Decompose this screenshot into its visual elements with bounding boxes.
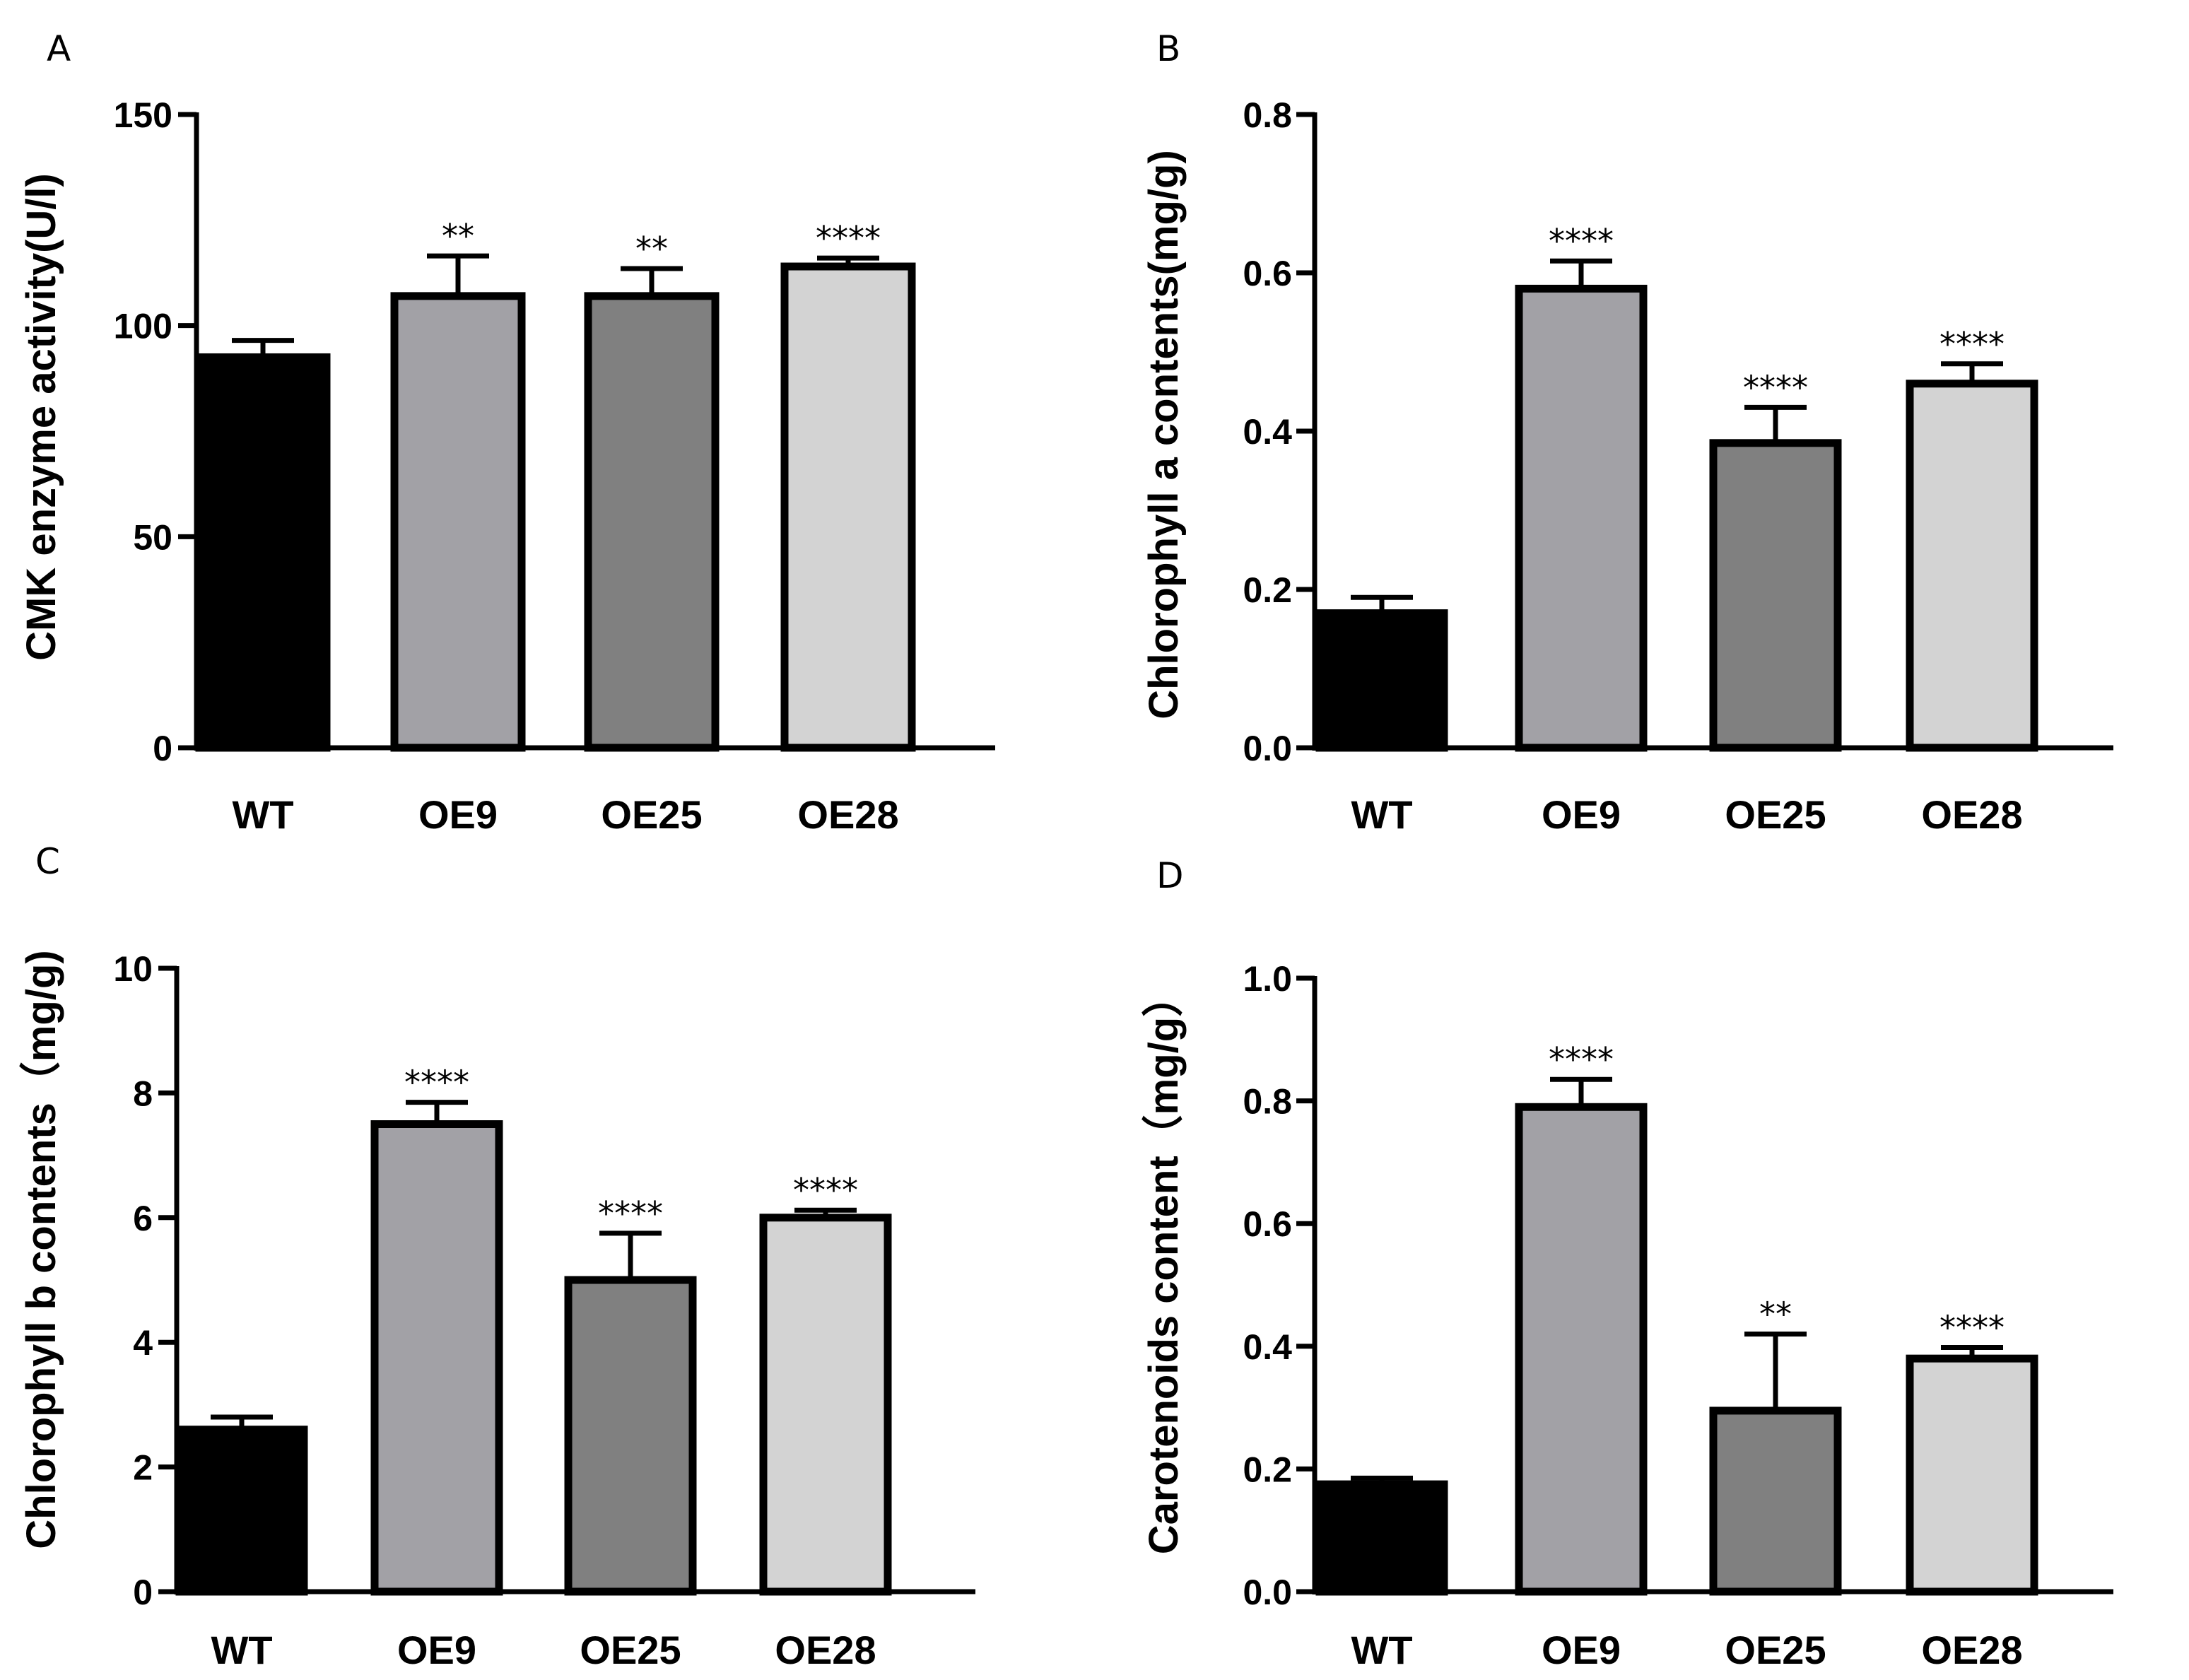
significance-label: **** — [598, 1194, 663, 1233]
bar-oe9 — [1515, 284, 1648, 752]
x-tick-label: WT — [211, 1628, 272, 1672]
x-tick-label: WT — [232, 792, 293, 837]
bar-oe9 — [1515, 1103, 1648, 1596]
chart-a: WT ** OE9 ** OE25 **** OE28 0 50 100 150 — [114, 95, 995, 837]
panel-letter: C — [35, 841, 60, 882]
bar-oe25 — [1709, 1406, 1842, 1596]
x-tick-label: OE9 — [1542, 1628, 1621, 1672]
y-tick-label: 0.2 — [1243, 570, 1292, 610]
y-tick-label: 50 — [133, 517, 172, 557]
y-tick-label: 0.2 — [1243, 1450, 1292, 1489]
significance-label: ** — [635, 230, 668, 268]
bar-oe25 — [564, 1276, 697, 1596]
y-tick-label: 1.0 — [1243, 959, 1292, 999]
significance-label: ** — [442, 217, 474, 255]
panel-letter: D — [1156, 855, 1184, 896]
bar-wt — [195, 353, 331, 752]
y-tick-label: 0.4 — [1243, 1327, 1292, 1367]
y-tick-label: 0.8 — [1243, 1082, 1292, 1122]
y-tick-label: 150 — [114, 95, 172, 135]
significance-label: **** — [1939, 325, 2005, 363]
chart-c: WT **** OE9 **** OE25 **** OE28 0 2 4 6 8 10 — [113, 949, 975, 1672]
bar-wt — [1315, 609, 1448, 752]
y-tick-label: 0.0 — [1243, 729, 1292, 768]
y-axis-label: CMK enzyme activity(U/l) — [18, 173, 64, 661]
y-tick-label: 0.6 — [1243, 1204, 1292, 1244]
y-tick-label: 100 — [114, 307, 172, 346]
chart-b: WT **** OE9 **** OE25 **** OE28 0.0 0.2 0.4 0.6 0.8 — [1243, 95, 2113, 837]
y-tick-label: 0 — [153, 729, 172, 768]
y-tick-label: 0.4 — [1243, 412, 1292, 452]
panel-letter: B — [1156, 28, 1180, 69]
significance-label: **** — [1549, 1040, 1614, 1079]
panel-d: D Carotenoids content（mg/g） WT **** OE9 ** O… — [1141, 855, 2113, 1672]
x-tick-label: WT — [1351, 792, 1412, 837]
x-tick-label: OE9 — [397, 1628, 476, 1672]
significance-label: **** — [793, 1171, 858, 1209]
bar-oe25 — [1709, 439, 1842, 752]
significance-label: **** — [1549, 222, 1614, 260]
significance-label: **** — [1743, 368, 1808, 406]
bar-wt — [175, 1426, 308, 1596]
x-tick-label: OE25 — [580, 1628, 681, 1672]
x-tick-label: OE28 — [797, 792, 898, 837]
x-tick-label: OE25 — [1725, 792, 1826, 837]
y-tick-label: 10 — [113, 949, 153, 989]
x-tick-label: OE25 — [1725, 1628, 1826, 1672]
x-tick-label: OE25 — [601, 792, 702, 837]
bar-oe28 — [1906, 380, 2038, 752]
bar-oe28 — [759, 1214, 892, 1596]
bar-oe28 — [780, 262, 916, 752]
chart-d: WT **** OE9 ** OE25 **** OE28 0.0 0.2 0.4 0.6 0.8 1.… — [1243, 959, 2113, 1672]
bar-oe28 — [1906, 1354, 2038, 1596]
y-tick-label: 0.6 — [1243, 254, 1292, 293]
x-tick-label: OE9 — [1542, 792, 1621, 837]
y-tick-label: 4 — [133, 1323, 153, 1363]
y-tick-label: 0 — [133, 1573, 153, 1612]
x-tick-label: WT — [1351, 1628, 1412, 1672]
significance-label: **** — [404, 1064, 469, 1102]
y-tick-label: 2 — [133, 1448, 153, 1488]
bar-oe9 — [390, 292, 526, 752]
x-tick-label: OE28 — [775, 1628, 876, 1672]
panel-c: C Chlorophyll b contents（mg/g) WT **** OE9… — [18, 841, 975, 1672]
panel-b: B Chlorophyll a contents(mg/g) WT **** OE9… — [1141, 28, 2113, 837]
y-tick-label: 8 — [133, 1074, 153, 1113]
panel-a: A CMK enzyme activity(U/l) WT ** OE9 ** OE25… — [18, 28, 995, 837]
bar-oe9 — [370, 1120, 503, 1596]
y-axis-label: Chlorophyll b contents（mg/g) — [18, 950, 64, 1549]
significance-label: ** — [1759, 1295, 1792, 1333]
panel-letter: A — [47, 28, 71, 69]
y-tick-label: 0.0 — [1243, 1573, 1292, 1612]
y-tick-label: 0.8 — [1243, 95, 1292, 135]
significance-label: **** — [1939, 1309, 2005, 1347]
y-axis-label: Chlorophyll a contents(mg/g) — [1141, 150, 1187, 719]
x-tick-label: OE28 — [1921, 792, 2022, 837]
significance-label: **** — [816, 219, 881, 257]
y-axis-label: Carotenoids content（mg/g） — [1141, 976, 1187, 1554]
x-tick-label: OE9 — [418, 792, 498, 837]
y-tick-label: 6 — [133, 1199, 153, 1238]
x-tick-label: OE28 — [1921, 1628, 2022, 1672]
bar-oe25 — [584, 292, 720, 752]
bar-wt — [1315, 1480, 1448, 1596]
